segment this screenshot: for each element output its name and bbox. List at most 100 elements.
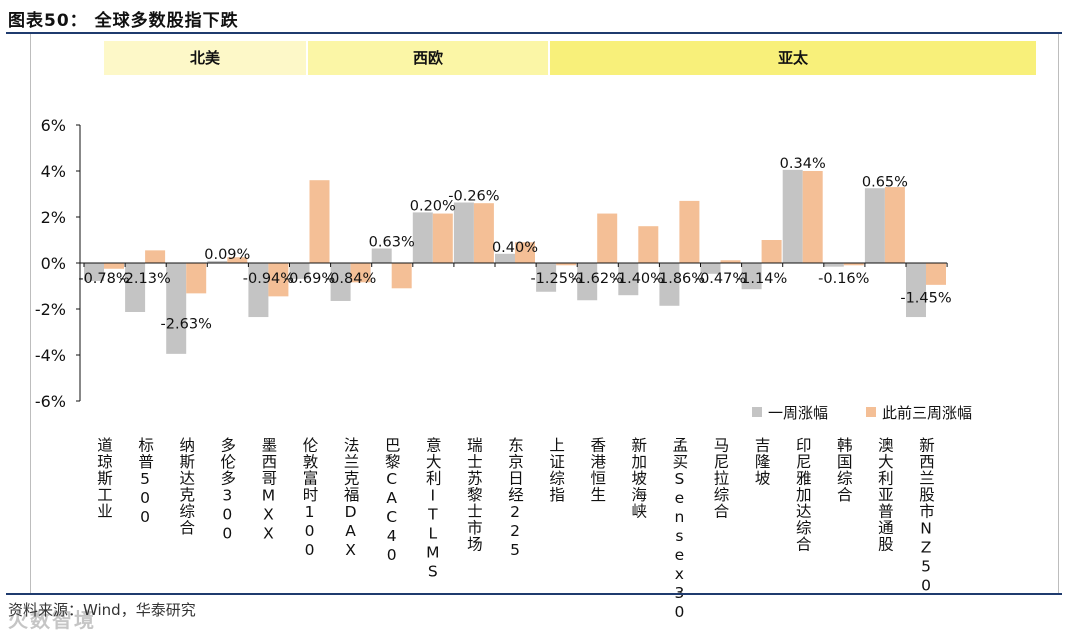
legend-swatch-prior [866,407,876,417]
data-label: -0.16% [818,271,869,287]
bar-weekly-change [166,263,187,354]
category-label: 标普500 [136,437,154,527]
bar-weekly-change [330,263,351,301]
bar-prior-three-week-change [515,242,535,263]
data-label: -0.26% [448,189,499,205]
chart-title: 图表50： 全球多数股指下跌 [8,11,239,31]
y-tick-label: 6% [41,116,66,135]
category-label: 纳斯达克综合 [177,437,195,536]
category-label: 法兰克福DAX [342,437,360,560]
bar-prior-three-week-change [761,240,782,263]
data-label: 0.65% [862,174,908,190]
bar-weekly-change [289,263,310,279]
y-tick-label: 2% [41,208,66,227]
bar-weekly-change [823,263,844,267]
bar-prior-three-week-change [802,171,823,263]
category-label: 孟买Sensex30 [670,437,688,622]
bar-weekly-change [125,263,146,312]
data-label: -0.94% [243,271,294,287]
data-label: -2.63% [161,316,212,332]
bar-weekly-change [84,263,104,281]
bar-prior-three-week-change [268,263,289,297]
bar-prior-three-week-change [679,200,700,263]
data-label: -0.69% [284,271,335,287]
bar-weekly-change [864,188,885,263]
category-label: 新西兰股市NZ50 [917,437,935,596]
category-label: 多伦多300 [218,437,236,544]
data-label: 0.40% [492,240,538,256]
bar-prior-three-week-change [309,180,330,263]
bar-weekly-change [906,263,926,318]
category-label: 印尼雅加达综合 [794,437,812,553]
legend-label-weekly: 一周涨幅 [768,404,828,422]
bar-prior-three-week-change [391,263,412,289]
category-label: 上证综指 [547,437,565,504]
bar-weekly-change [207,260,228,263]
data-label: -1.14% [736,271,787,287]
bar-weekly-change [577,263,598,301]
category-label: 新加坡海峡 [629,437,647,520]
bar-weekly-change [659,263,680,306]
title-divider [6,32,1062,34]
data-label: -1.45% [900,290,951,306]
category-label: 道琼斯工业 [95,437,113,520]
bar-weekly-change [495,253,515,263]
bar-prior-three-week-change [843,263,864,266]
data-label: -0.84% [325,271,376,287]
data-label: 0.20% [410,198,456,214]
bar-weekly-change [700,263,721,274]
region-asia-pacific: 亚太 [550,41,1036,75]
bar-weekly-change [371,248,392,263]
bar-prior-three-week-change [556,263,577,266]
category-label: 墨西哥MXX [259,437,277,544]
data-label: -2.13% [119,271,170,287]
data-label: 0.63% [369,235,415,251]
bar-prior-three-week-change [638,226,659,263]
category-label: 东京日经225 [506,437,524,560]
data-label: -0.78% [78,271,129,287]
data-label: 0.34% [780,156,826,172]
watermark: 火数智境 [8,608,96,632]
frame-left-border [30,34,31,594]
category-label: 香港恒生 [588,437,606,503]
category-label: 马尼拉综合 [712,437,730,520]
category-label: 巴黎CAC40 [383,437,401,565]
bar-prior-three-week-change [227,257,248,263]
data-label: -1.40% [613,271,664,287]
y-tick-label: -2% [35,300,66,319]
bar-prior-three-week-change [926,263,946,285]
bar-prior-three-week-change [145,250,166,263]
bar-prior-three-week-change [350,263,371,283]
data-label: -0.47% [695,271,746,287]
bar-weekly-change [453,202,474,263]
data-label: -1.62% [572,271,623,287]
y-tick-label: 0% [41,254,66,273]
region-western-europe: 西欧 [308,41,548,75]
category-label: 韩国综合 [835,437,853,503]
y-tick-label: 4% [41,162,66,181]
source-note: 资料来源：Wind，华泰研究 [8,601,196,619]
category-label: 吉隆坡 [753,437,771,487]
category-label: 意大利ITLMS [424,436,442,582]
bar-weekly-change [248,263,269,318]
bar-prior-three-week-change [597,213,618,263]
legend-swatch-weekly [752,407,762,417]
bar-prior-three-week-change [104,263,124,269]
bar-weekly-change [782,169,803,263]
bar-weekly-change [536,263,557,292]
data-label: -1.86% [654,271,705,287]
bar-prior-three-week-change [186,263,207,294]
bar-weekly-change [741,263,762,290]
bar-prior-three-week-change [720,260,741,263]
data-label: 0.09% [204,247,250,263]
bar-prior-three-week-change [884,187,905,263]
category-label: 瑞士苏黎士市场 [465,437,483,553]
bar-prior-three-week-change [473,203,494,263]
bar-prior-three-week-change [432,213,453,263]
bar-weekly-change [412,212,433,263]
legend-label-prior: 此前三周涨幅 [882,404,972,422]
category-label: 澳大利亚普通股 [876,437,894,553]
y-tick-label: -6% [35,392,66,411]
data-label: -1.25% [530,271,581,287]
